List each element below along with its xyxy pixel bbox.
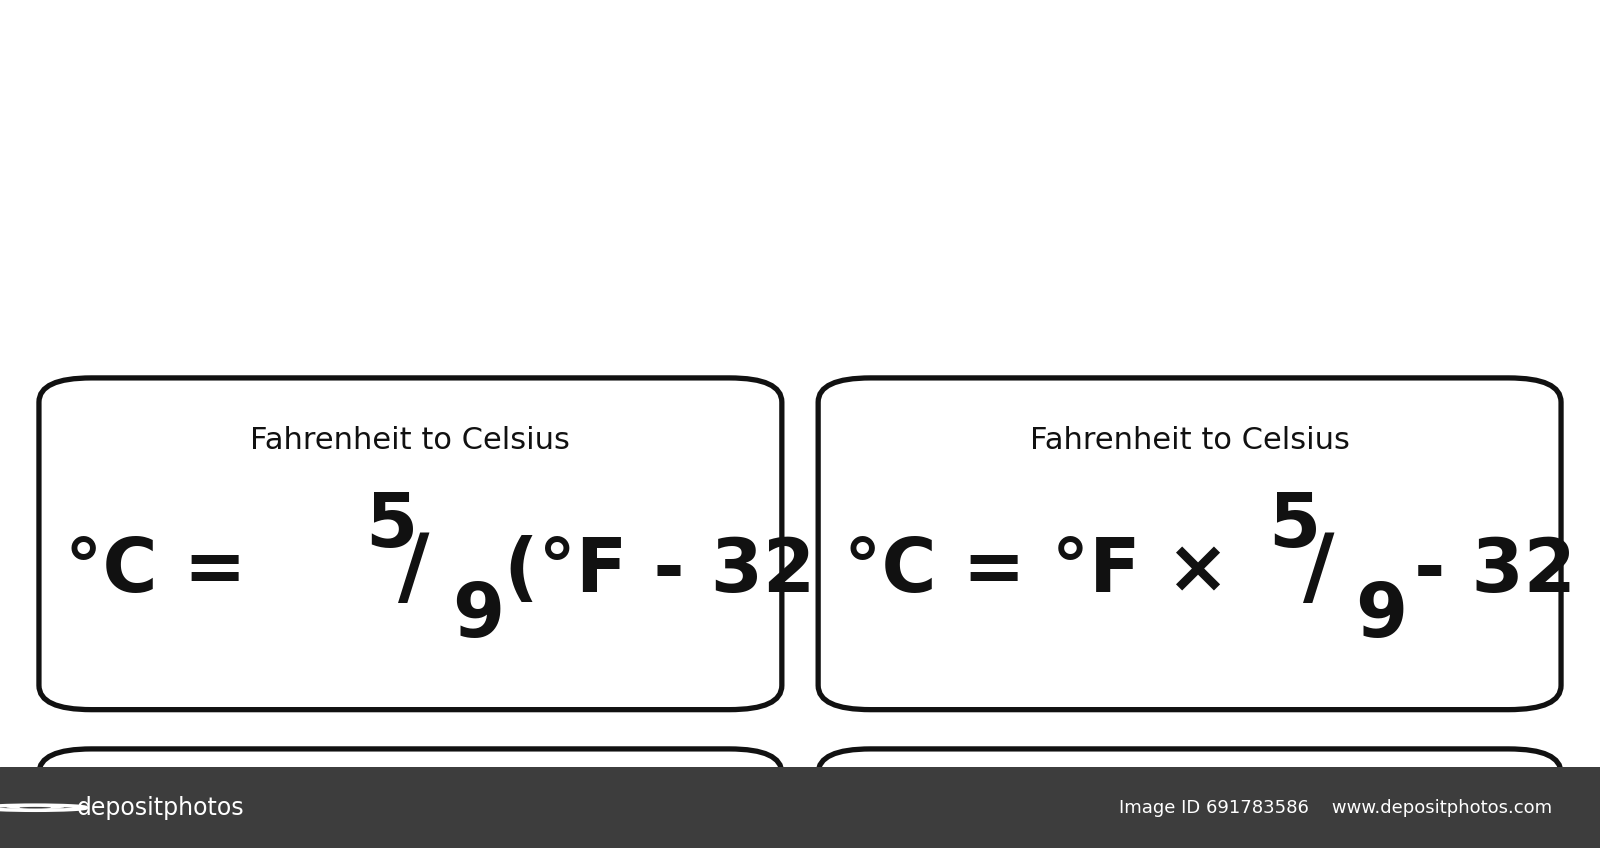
Text: depositphotos: depositphotos bbox=[77, 795, 245, 820]
Text: 9: 9 bbox=[451, 580, 504, 653]
Text: °C = °F ×: °C = °F × bbox=[845, 535, 1256, 608]
FancyBboxPatch shape bbox=[38, 749, 782, 848]
FancyBboxPatch shape bbox=[818, 749, 1562, 848]
Text: 5: 5 bbox=[1269, 490, 1320, 563]
Text: Fahrenheit to Celsius: Fahrenheit to Celsius bbox=[1030, 426, 1349, 455]
Text: - 32: - 32 bbox=[1389, 535, 1576, 608]
Text: Celsius to Fahrenheit: Celsius to Fahrenheit bbox=[1030, 796, 1349, 826]
Text: Fahrenheit to Celsius: Fahrenheit to Celsius bbox=[251, 426, 570, 455]
Text: Image ID 691783586    www.depositphotos.com: Image ID 691783586 www.depositphotos.com bbox=[1118, 799, 1552, 817]
Circle shape bbox=[6, 806, 64, 809]
Circle shape bbox=[19, 807, 51, 808]
FancyBboxPatch shape bbox=[818, 378, 1562, 710]
FancyBboxPatch shape bbox=[38, 378, 782, 710]
Text: /: / bbox=[398, 530, 430, 613]
Text: Celsius to Fahrenheit: Celsius to Fahrenheit bbox=[251, 796, 570, 826]
Text: 9: 9 bbox=[1355, 580, 1406, 653]
Text: 5: 5 bbox=[365, 490, 418, 563]
Text: °C =: °C = bbox=[66, 535, 274, 608]
Text: /: / bbox=[1302, 530, 1334, 613]
Text: (°F - 32): (°F - 32) bbox=[478, 535, 850, 608]
